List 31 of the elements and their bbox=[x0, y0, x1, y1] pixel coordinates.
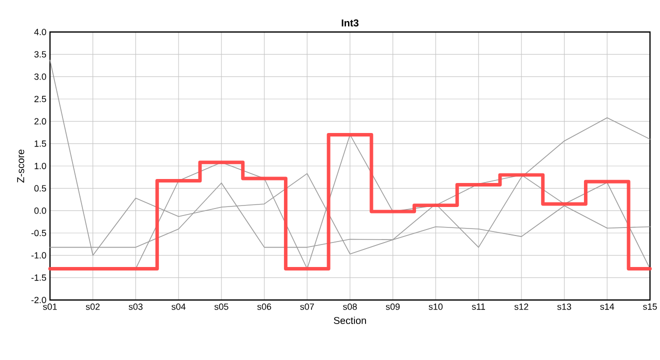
x-tick-label: s06 bbox=[257, 304, 272, 310]
x-tick-label: s04 bbox=[172, 304, 186, 310]
y-axis-title: Z-score bbox=[17, 150, 24, 183]
x-tick-label: s09 bbox=[386, 304, 400, 310]
y-tick-label: 3.0 bbox=[34, 73, 46, 80]
y-tick-label: 0.0 bbox=[34, 207, 46, 214]
x-tick-label: s08 bbox=[343, 304, 357, 310]
y-tick-label: 2.0 bbox=[34, 118, 46, 125]
x-tick-label: s11 bbox=[472, 304, 486, 310]
x-tick-label: s03 bbox=[128, 304, 143, 310]
y-tick-label: 1.5 bbox=[34, 140, 46, 147]
x-tick-label: s13 bbox=[557, 304, 572, 310]
y-tick-label: -1.0 bbox=[31, 252, 46, 259]
x-tick-label: s05 bbox=[214, 304, 228, 310]
x-tick-label: s12 bbox=[514, 304, 528, 310]
y-tick-label: 0.5 bbox=[34, 185, 46, 192]
chart-title: Int3 bbox=[342, 19, 359, 26]
x-tick-label: s10 bbox=[428, 304, 443, 310]
y-tick-label: -2.0 bbox=[31, 296, 46, 304]
x-axis-title: Section bbox=[334, 316, 366, 324]
x-tick-label: s01 bbox=[43, 304, 57, 310]
x-tick-label: s15 bbox=[643, 304, 657, 310]
x-tick-label: s07 bbox=[300, 304, 314, 310]
y-tick-label: 3.5 bbox=[34, 51, 46, 58]
x-tick-label: s02 bbox=[86, 304, 100, 310]
y-tick-label: 2.5 bbox=[34, 96, 46, 102]
y-tick-label: 1.0 bbox=[34, 162, 46, 170]
x-tick-label: s14 bbox=[600, 304, 614, 310]
y-tick-label: 4.0 bbox=[34, 28, 46, 36]
y-tick-label: -0.5 bbox=[31, 230, 46, 236]
y-tick-label: -1.5 bbox=[31, 274, 46, 281]
